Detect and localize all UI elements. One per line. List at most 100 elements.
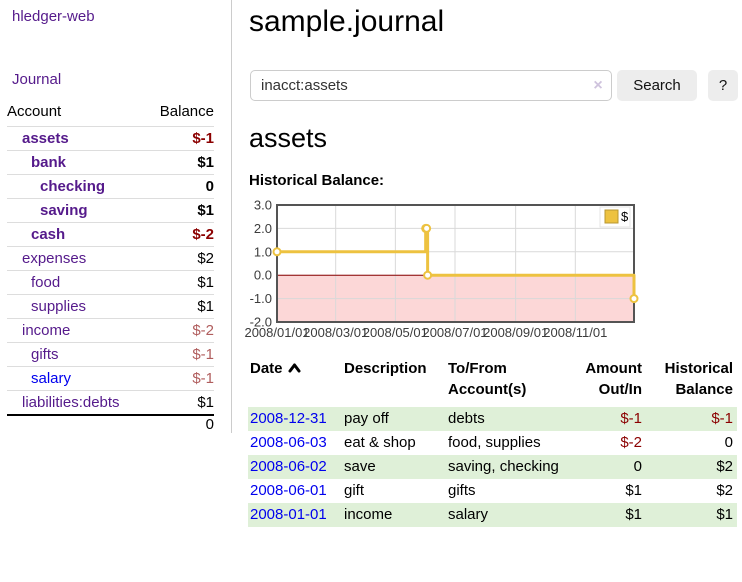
y-axis-tick-label: 1.0 (254, 244, 272, 259)
account-balance: $1 (197, 154, 214, 171)
clear-search-icon[interactable]: × (593, 77, 603, 94)
account-row: bank $1 (7, 150, 214, 174)
account-link-saving[interactable]: saving (40, 202, 88, 219)
transaction-date-link[interactable]: 2008-06-02 (250, 458, 327, 475)
transaction-date-cell: 2008-06-01 (248, 479, 344, 503)
data-point-marker (629, 294, 639, 304)
transaction-description: income (344, 506, 393, 523)
account-link-gifts[interactable]: gifts (31, 346, 59, 363)
header-line1: Historical (664, 360, 733, 377)
x-axis-tick-label: 2008/05/01 (363, 325, 428, 340)
header-line2: Account(s) (448, 381, 527, 398)
accounts-total-value: 0 (205, 416, 214, 433)
header-line1: Date (250, 358, 344, 379)
transaction-amount: $1 (625, 482, 642, 499)
transaction-accounts: gifts (448, 482, 476, 499)
y-axis-tick-label: -2.0 (250, 315, 272, 330)
transaction-balance: $1 (716, 506, 733, 523)
transaction-date-link[interactable]: 2008-06-01 (250, 482, 327, 499)
account-link-food[interactable]: food (31, 274, 61, 291)
account-link-liabilities-debts[interactable]: liabilities:debts (22, 394, 120, 411)
account-balance: $2 (197, 250, 214, 267)
transaction-date-cell: 2008-01-01 (248, 503, 344, 527)
plot-border (276, 204, 635, 323)
account-link-expenses[interactable]: expenses (22, 250, 87, 267)
account-balance: $1 (197, 274, 214, 291)
legend-label: $ (621, 209, 629, 224)
transactions-table: 2008-12-31 pay off debts $-1 $-1 2008-06-03 ea… (248, 407, 737, 527)
account-row: checking 0 (7, 174, 214, 198)
help-button[interactable]: ? (708, 70, 738, 101)
header-line2 (344, 379, 448, 400)
transaction-date-link[interactable]: 2008-01-01 (250, 506, 327, 523)
x-axis-tick-label: 2008/07/01 (422, 325, 487, 340)
data-point-marker (423, 270, 433, 280)
transaction-description: gift (344, 482, 365, 499)
transaction-row: 2008-06-03 eat & shop food, supplies $-2 0 (248, 431, 737, 455)
transaction-balance: 0 (724, 434, 733, 451)
account-row: food $1 (7, 270, 214, 294)
account-link-salary[interactable]: salary (31, 370, 72, 387)
y-axis-tick-label: 2.0 (254, 221, 272, 236)
transaction-balance: $-1 (711, 410, 733, 427)
accounts-table: Account Balance assets $-1 bank $1 checking 0… (7, 100, 214, 432)
account-row: supplies $1 (7, 294, 214, 318)
historical-balance-label: Historical Balance: (249, 172, 385, 189)
transaction-accounts: food, supplies (448, 434, 541, 451)
y-axis-tick-label: 0.0 (254, 268, 272, 283)
transaction-description: eat & shop (344, 434, 416, 451)
account-row: saving $1 (7, 198, 214, 222)
page-title: sample.journal (249, 5, 445, 38)
accounts-total-row: 0 (7, 414, 214, 432)
account-link-checking[interactable]: checking (40, 178, 106, 195)
sidebar-divider (231, 0, 232, 433)
data-point-marker (272, 247, 282, 257)
account-balance: $1 (197, 202, 214, 219)
account-row: expenses $2 (7, 246, 214, 270)
transaction-date-cell: 2008-06-03 (248, 431, 344, 455)
column-header-amount: Amount Out/In (566, 358, 646, 400)
account-balance: $-1 (192, 130, 214, 147)
x-axis-tick-label: 2008/09/01 (483, 325, 548, 340)
transaction-balance: $2 (716, 458, 733, 475)
account-balance: $-1 (192, 370, 214, 387)
balance-chart: $3.0 2.0 1.0 0.0 -1.0 -2.02008/01/012008/03/0… (244, 198, 639, 340)
account-link-cash[interactable]: cash (31, 226, 66, 243)
account-row: assets $-1 (7, 126, 214, 150)
sidebar-item-journal[interactable]: Journal (12, 71, 62, 88)
search-button[interactable]: Search (617, 70, 697, 101)
brand-link[interactable]: hledger-web (12, 8, 95, 25)
account-row: salary $-1 (7, 366, 214, 390)
transaction-amount: 0 (633, 458, 642, 475)
data-point-marker (422, 223, 432, 233)
account-link-assets[interactable]: assets (22, 130, 69, 147)
sort-ascending-icon (288, 363, 301, 373)
account-balance: 0 (205, 178, 214, 195)
transaction-date-link[interactable]: 2008-12-31 (250, 410, 327, 427)
transaction-date-link[interactable]: 2008-06-03 (250, 434, 327, 451)
header-line1: Amount (585, 360, 642, 377)
header-line2 (250, 379, 344, 400)
header-line1: Description (344, 360, 427, 377)
column-header-date[interactable]: Date (248, 358, 344, 400)
account-link-bank[interactable]: bank (31, 154, 67, 171)
balance-column-header: Balance (159, 103, 214, 120)
column-header-description: Description (344, 358, 448, 400)
header-line2: Balance (675, 381, 733, 398)
transaction-row: 2008-06-01 gift gifts $1 $2 (248, 479, 737, 503)
account-balance: $-2 (192, 322, 214, 339)
header-line2: Out/In (598, 381, 642, 398)
y-axis-tick-label: 3.0 (254, 198, 272, 213)
account-link-income[interactable]: income (22, 322, 71, 339)
transaction-accounts: saving, checking (448, 458, 559, 475)
transaction-row: 2008-01-01 income salary $1 $1 (248, 503, 737, 527)
y-axis-tick-label: -1.0 (250, 291, 272, 306)
account-balance: $-1 (192, 346, 214, 363)
transaction-date-cell: 2008-06-02 (248, 455, 344, 479)
account-heading: assets (249, 123, 328, 153)
transaction-amount: $-2 (620, 434, 642, 451)
search-input[interactable] (250, 70, 612, 101)
column-header-to-from: To/From Account(s) (448, 358, 566, 400)
account-link-supplies[interactable]: supplies (31, 298, 87, 315)
